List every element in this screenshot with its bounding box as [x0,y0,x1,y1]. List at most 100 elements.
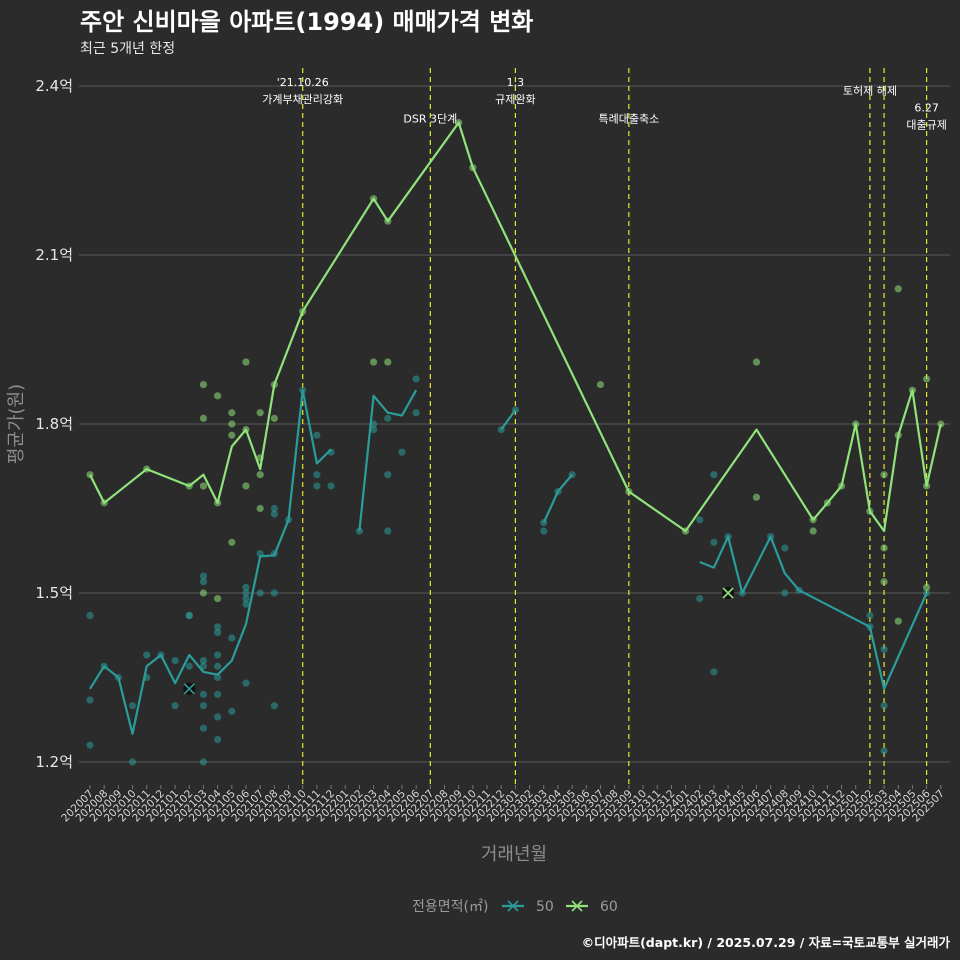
data-point [228,538,236,546]
data-point [923,583,931,591]
data-point [256,589,264,597]
data-point [270,702,278,710]
data-point [171,702,179,710]
event-label: 규제완화 [495,93,535,106]
legend-title: 전용면적(㎡) [412,899,488,915]
data-point [214,735,222,744]
data-point [355,527,364,535]
data-point [781,544,789,552]
chart-subtitle: 최근 5개년 한정 [80,41,175,57]
data-point [710,668,718,676]
data-point [696,595,704,603]
data-point [242,595,250,603]
data-point [228,420,236,428]
y-axis-ticks: 1.2억 1.5억 1.8억 2.1억 2.4억 [35,77,73,771]
x-axis-title: 거래년월 [481,844,547,865]
data-point [412,375,420,383]
legend-label: 60 [600,899,618,915]
data-point [384,414,392,422]
event-label: 토허제 해제 [843,83,897,97]
data-point [143,651,151,659]
data-point [214,690,222,699]
data-point [880,471,888,479]
data-point [86,741,94,749]
data-point [199,657,208,665]
data-point [242,600,250,608]
data-point [384,527,392,535]
data-point [242,589,250,597]
data-point [384,471,392,479]
data-point [199,690,208,699]
data-point [270,414,278,422]
data-point [923,375,931,383]
data-point [596,380,605,389]
series-line [542,473,573,524]
data-point [199,702,208,710]
chart-title: 주안 신비마을 아파트(1994) 매매가격 변화 [80,8,533,36]
legend: 전용면적(㎡) 50 60 [412,899,618,915]
y-tick-label: 2.4억 [35,77,73,95]
data-point [256,504,264,513]
data-point [313,431,321,439]
legend-key-cross [507,900,519,912]
data-point [228,409,236,417]
data-point [199,572,208,580]
y-tick-label: 1.2억 [35,753,73,771]
event-label: DSR 3단계 [403,113,457,126]
legend-label: 50 [536,899,554,915]
data-point [398,448,406,456]
series-line [500,409,517,431]
data-point [880,578,888,586]
data-point [880,702,888,710]
data-point [752,358,761,366]
series-line [89,121,942,533]
data-point [242,482,250,490]
legend-items: 50 60 [502,899,618,915]
data-point [185,662,193,670]
event-label: 가계부채관리강화 [262,93,343,106]
data-point [696,516,704,524]
data-point [128,758,137,766]
data-point [270,510,278,518]
data-point [242,583,250,591]
data-point [214,392,222,400]
marker-cross [722,587,734,599]
data-point [313,482,321,490]
data-point [710,471,718,479]
data-point [270,589,278,597]
data-point [86,696,94,704]
data-point [327,482,335,490]
data-point [86,611,94,620]
series-50 [86,375,931,766]
event-label: 6.27 [914,101,939,114]
data-point [412,409,420,417]
data-point [710,538,718,546]
data-point [256,409,264,417]
legend-key-cross [571,900,583,912]
data-point [242,358,250,366]
series-line [89,389,332,735]
data-point [199,482,208,490]
series-line [699,535,928,690]
data-point [228,707,236,715]
data-point [752,493,761,501]
series-marker [183,682,196,695]
data-point [214,662,222,670]
marker-cross [183,683,195,695]
data-point [214,595,222,603]
data-point [937,420,945,428]
data-point [199,589,208,597]
data-point [880,747,888,755]
data-point [256,471,264,479]
event-label: 1.3 [507,76,525,89]
data-point [880,645,888,653]
data-point [866,611,874,620]
data-point [809,527,817,535]
data-point [199,758,208,766]
data-point [880,544,888,552]
data-point [214,628,222,637]
series-60 [86,119,945,625]
data-point [313,471,321,479]
